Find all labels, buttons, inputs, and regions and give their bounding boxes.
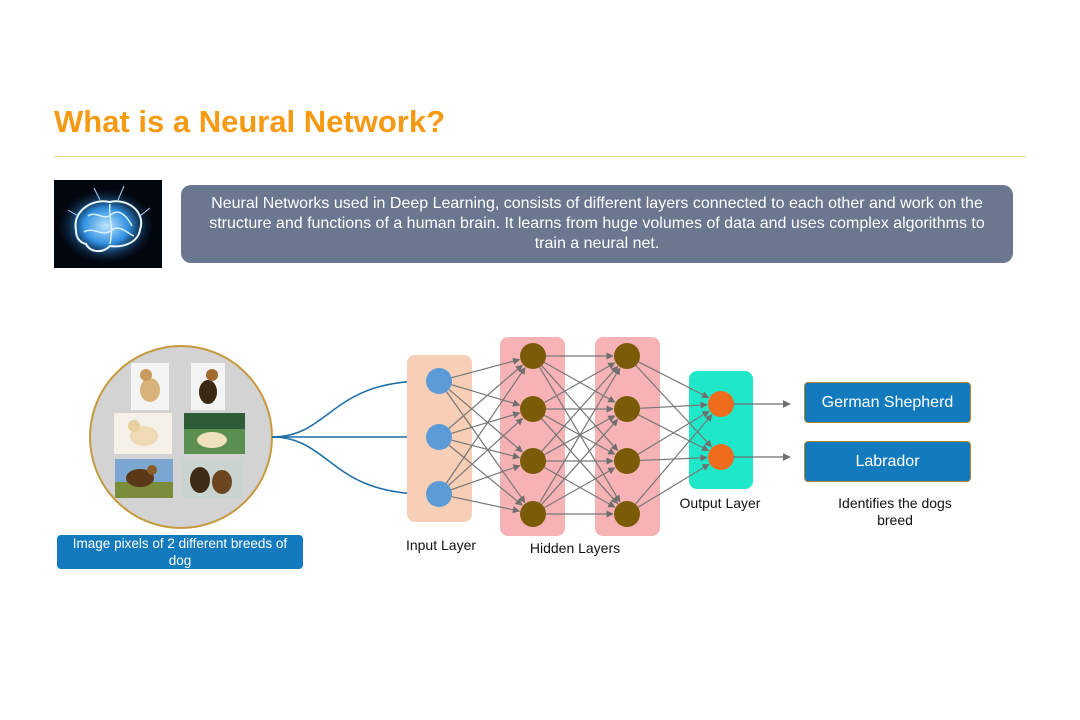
- title-divider: [54, 156, 1026, 157]
- output-german-shepherd: German Shepherd: [804, 382, 971, 423]
- dog-images-caption: Image pixels of 2 different breeds of do…: [57, 535, 303, 569]
- edge-hidden2-3-to-output-1: [637, 410, 710, 455]
- dog-photo-6: [182, 459, 242, 498]
- network-edges: [445, 352, 713, 518]
- edge-input-2-to-hidden1-1: [448, 364, 523, 429]
- edge-input-2-to-hidden1-3: [451, 439, 521, 460]
- dog-photo-2: [191, 363, 225, 410]
- edge-input-1-to-hidden1-4: [446, 391, 526, 504]
- edge-input-3-to-hidden1-2: [448, 417, 524, 486]
- hidden1-node-3: [520, 448, 546, 474]
- input-connectors: [271, 376, 427, 499]
- hidden-layer-2-panel: [595, 337, 660, 536]
- input-node-3: [426, 481, 452, 507]
- dog-photo-3: [114, 413, 172, 454]
- edge-input-3-to-hidden1-3: [451, 464, 521, 491]
- output-arrows: [733, 400, 791, 461]
- edge-hidden1-3-to-hidden2-1: [541, 365, 619, 452]
- edge-input-2-to-hidden1-4: [448, 444, 523, 506]
- brain-image: [54, 180, 162, 268]
- description-box: Neural Networks used in Deep Learning, c…: [181, 185, 1013, 263]
- hidden1-node-4: [520, 501, 546, 527]
- output-node-1: [708, 391, 734, 417]
- hidden2-node-3: [614, 448, 640, 474]
- edge-hidden1-4-to-hidden2-3: [544, 467, 616, 509]
- hidden2-node-2: [614, 396, 640, 422]
- hidden-layers-label: Hidden Layers: [529, 540, 621, 556]
- description-text: Neural Networks used in Deep Learning, c…: [209, 195, 985, 252]
- result-caption: Identifies the dogs breed: [838, 495, 952, 528]
- edge-hidden2-4-to-output-1: [634, 414, 713, 505]
- input-node-1: [426, 368, 452, 394]
- network-nodes: [426, 343, 734, 527]
- output-node-2: [708, 444, 734, 470]
- dog-images-circle: [89, 345, 273, 529]
- dog-photo-5: [115, 459, 173, 498]
- dog-photo-4: [184, 413, 245, 454]
- edge-hidden2-4-to-output-2: [637, 463, 710, 508]
- slide-title: What is a Neural Network?: [54, 104, 446, 139]
- edge-input-2-to-hidden1-2: [451, 411, 521, 434]
- edge-hidden2-1-to-output-1: [638, 361, 710, 399]
- edge-hidden2-2-to-output-1: [639, 401, 708, 409]
- hidden1-node-1: [520, 343, 546, 369]
- edge-input-1-to-hidden1-1: [451, 357, 521, 379]
- output-labrador: Labrador: [804, 441, 971, 482]
- edge-input-3-to-hidden1-4: [451, 496, 521, 514]
- input-node-2: [426, 424, 452, 450]
- hidden-layer-1-panel: [500, 337, 565, 536]
- hidden2-node-4: [614, 501, 640, 527]
- dog-photo-1: [131, 363, 169, 410]
- hidden2-node-1: [614, 343, 640, 369]
- output-layer-label: Output Layer: [679, 495, 761, 511]
- edge-input-3-to-hidden1-1: [445, 366, 526, 484]
- edge-input-1-to-hidden1-3: [448, 388, 523, 453]
- edge-input-1-to-hidden1-2: [451, 384, 521, 407]
- hidden1-node-2: [520, 396, 546, 422]
- edge-hidden1-4-to-hidden2-1: [539, 367, 621, 504]
- edge-hidden1-4-to-hidden2-2: [541, 418, 619, 505]
- edge-hidden1-2-to-hidden2-1: [544, 362, 616, 404]
- input-layer-label: Input Layer: [405, 537, 477, 553]
